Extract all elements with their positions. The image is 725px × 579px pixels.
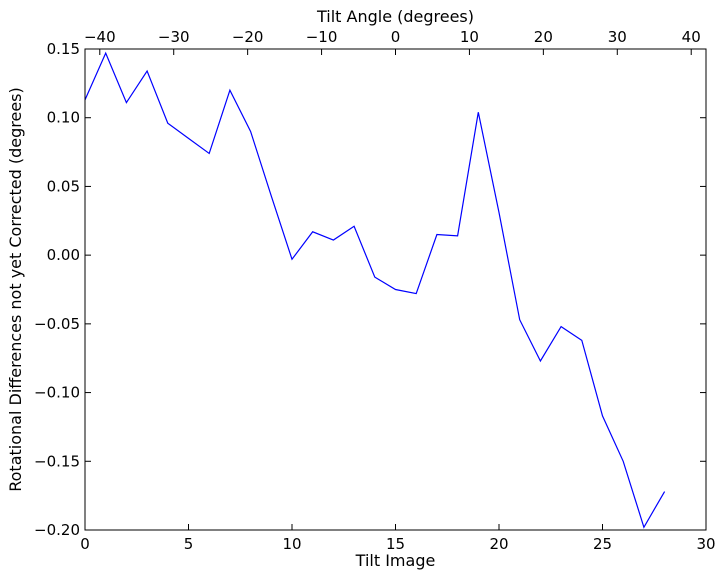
x-tick-label: 25 [593,535,612,553]
y-tick-label: −0.10 [34,384,80,402]
top-x-tick-label: 30 [608,28,627,46]
x-tick-label: 20 [489,535,508,553]
y-tick-label: 0.05 [47,177,80,195]
y-tick-label: −0.05 [34,315,80,333]
series-layer [84,51,666,529]
series-line [84,51,666,529]
top-x-tick-label: −40 [84,28,116,46]
x-tick-label: 30 [696,535,715,553]
ticks-layer: 0 5 10 15 20 25 30 −40 −30 −20 −10 0 10 20 30 40 −0.20 −0… [34,28,716,553]
y-tick-label: 0.00 [47,246,80,264]
x-tick-label: 5 [184,535,194,553]
top-x-tick-label: 10 [460,28,479,46]
x-tick-label: 15 [386,535,405,553]
top-x-tick-label: 40 [682,28,701,46]
x-tick-label: 0 [80,535,90,553]
y-tick-label: −0.15 [34,452,80,470]
top-x-tick-label: −10 [306,28,338,46]
y-tick-label: −0.20 [34,521,80,539]
y-tick-label: 0.15 [47,40,80,58]
top-x-tick-label: −30 [158,28,190,46]
x-axis-label: Tilt Image [355,551,436,570]
top-x-tick-label: 20 [534,28,553,46]
x-tick-label: 10 [282,535,301,553]
y-axis-label: Rotational Differences not yet Corrected… [6,87,25,492]
top-x-tick-label: −20 [232,28,264,46]
top-x-tick-label: 0 [391,28,401,46]
y-tick-label: 0.10 [47,109,80,127]
top-x-axis-label: Tilt Angle (degrees) [316,7,474,26]
